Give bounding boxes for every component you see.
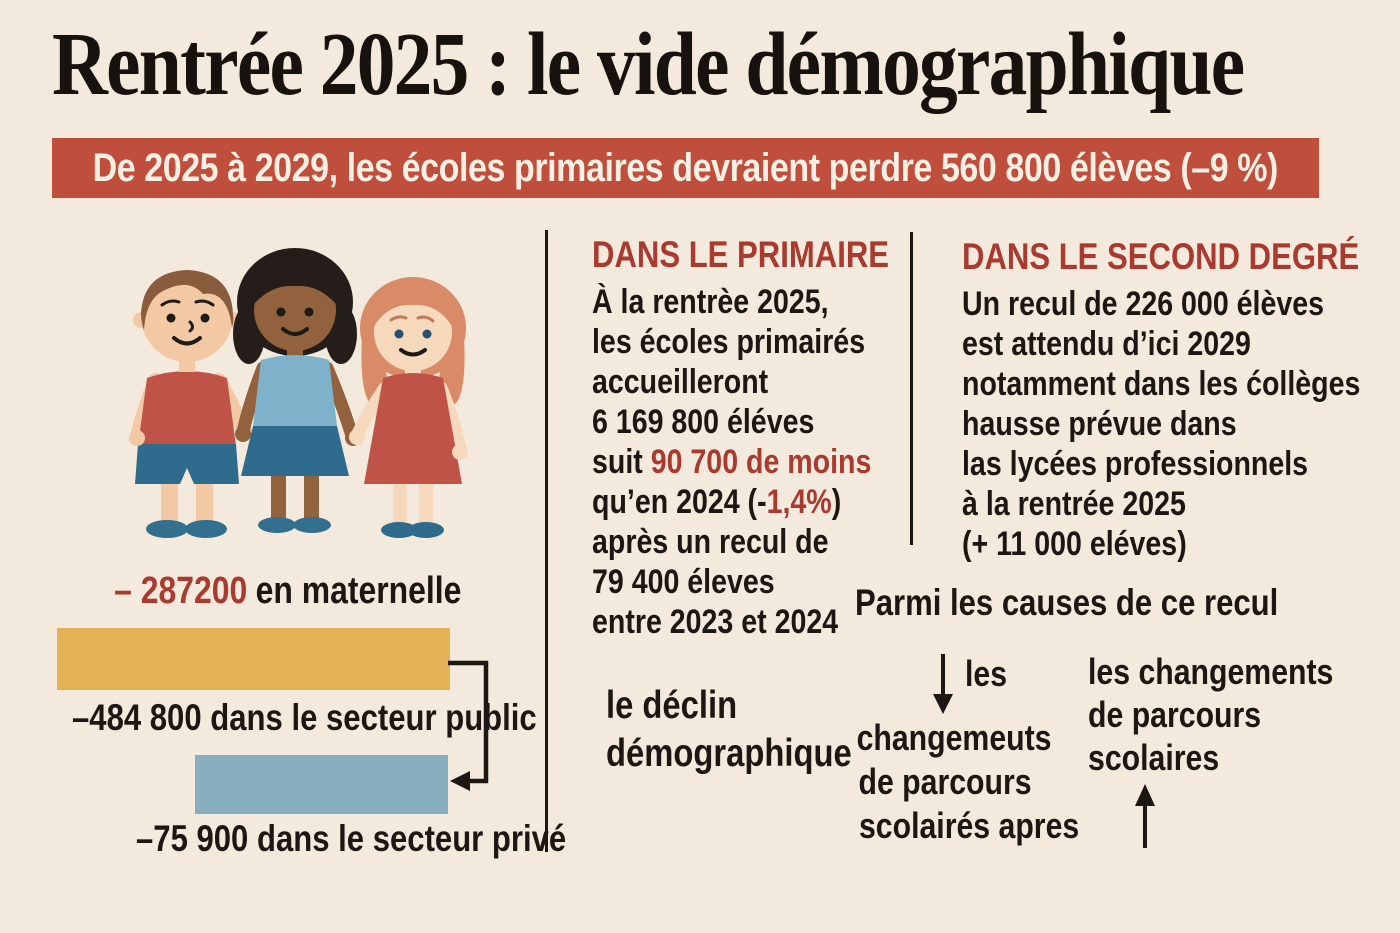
bar-secteur-prive bbox=[195, 755, 448, 814]
cause-demographic: le déclin démographique bbox=[606, 684, 852, 775]
primaire-heading: DANS LE PRIMAIRE bbox=[592, 234, 890, 275]
children-illustration bbox=[129, 248, 468, 538]
right-girl-figure bbox=[349, 277, 468, 538]
subtitle-banner: De 2025 à 2029, les écoles primaires dev… bbox=[52, 138, 1319, 198]
cause-parcours-lead: les bbox=[965, 653, 1008, 694]
primaire-paragraph: À la rentrèe 2025, les écoles primairés … bbox=[592, 283, 872, 641]
page-title: Rentrée 2025 : le vide démographique bbox=[52, 15, 1245, 114]
column-divider-right bbox=[910, 232, 913, 545]
second-paragraph: Un recul de 226 000 élèves est attendu d… bbox=[962, 285, 1361, 563]
bar-secteur-public bbox=[57, 628, 450, 690]
subtitle-text: De 2025 à 2029, les écoles primaires dev… bbox=[92, 145, 1279, 190]
column-divider-left bbox=[545, 230, 548, 852]
maternelle-value: – 287200 bbox=[113, 570, 247, 612]
causes-heading: Parmi les causes de ce recul bbox=[855, 582, 1279, 623]
primaire-drop-percent: 1,4% bbox=[766, 483, 832, 521]
cause-changements-parcours: les changements de parcours scolaires bbox=[1088, 651, 1334, 778]
label-secteur-public: –484 800 dans le secteur public bbox=[72, 697, 537, 738]
boy-figure bbox=[129, 270, 252, 538]
maternelle-stat: – 287200 en maternelle bbox=[55, 570, 520, 613]
middle-girl-figure bbox=[233, 248, 361, 533]
second-heading: DANS LE SECOND DEGRÉ bbox=[962, 236, 1360, 277]
cause-parcours-scolaires: changemeuts de parcours scolairés apres bbox=[856, 717, 1080, 846]
primaire-drop-value: 90 700 de moins bbox=[650, 443, 872, 481]
up-arrow-icon bbox=[1135, 784, 1155, 848]
label-secteur-prive: –75 900 dans le secteur privé bbox=[136, 818, 567, 859]
bar-connector-arrow-icon bbox=[448, 660, 489, 791]
maternelle-label: en maternelle bbox=[255, 570, 462, 612]
down-arrow-icon bbox=[933, 654, 953, 714]
